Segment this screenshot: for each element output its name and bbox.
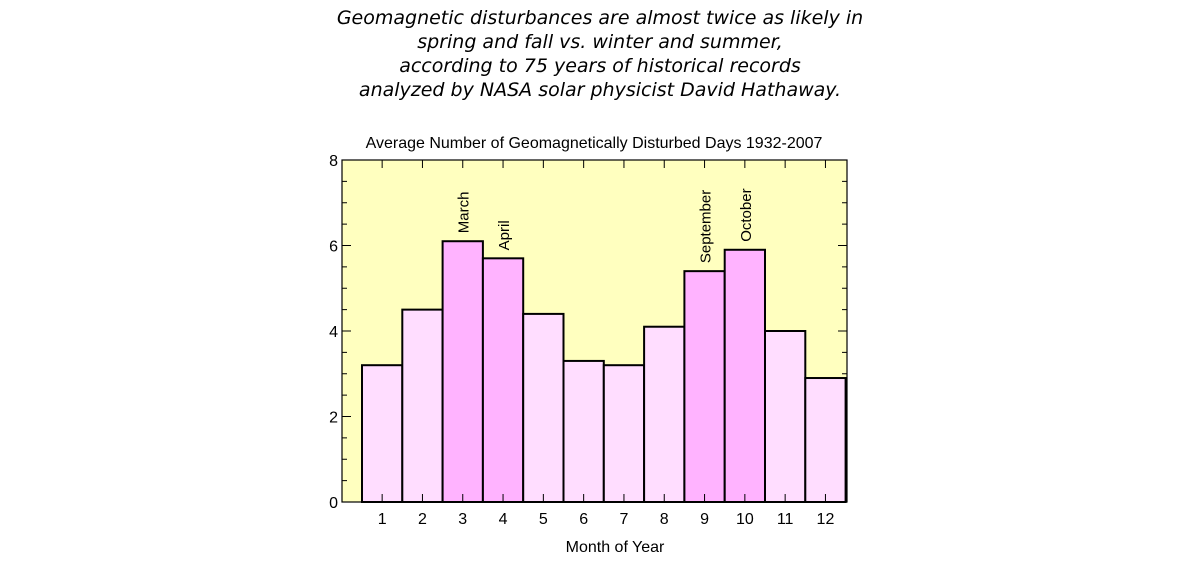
x-tick-label: 2 — [418, 511, 427, 528]
bar-month-12 — [804, 377, 847, 503]
x-tick-label: 8 — [660, 511, 669, 528]
x-tick-label: 4 — [499, 511, 508, 528]
y-tick-label: 6 — [329, 239, 338, 256]
bar-month-6 — [562, 359, 605, 503]
x-tick-label: 10 — [736, 511, 754, 528]
bar-label: October — [738, 188, 755, 241]
headline-line: spring and fall vs. winter and summer, — [417, 31, 783, 53]
bar-month-11 — [764, 330, 807, 503]
x-axis-label: Month of Year — [566, 539, 665, 556]
chart-title: Average Number of Geomagnetically Distur… — [366, 135, 823, 152]
bar-label: March — [456, 192, 473, 234]
y-tick-label: 2 — [329, 410, 338, 427]
bar-label: September — [698, 190, 715, 263]
x-tick-label: 7 — [619, 511, 628, 528]
bar-month-7 — [602, 364, 646, 504]
bar-month-9 — [683, 270, 726, 503]
bar-month-8 — [643, 325, 686, 503]
y-tick-label: 0 — [329, 495, 338, 512]
plot-frame — [341, 159, 848, 503]
bar-labels: March April September October — [456, 188, 755, 263]
x-tick-label: 11 — [777, 511, 794, 528]
headline: Geomagnetic disturbances are almost twic… — [300, 6, 900, 102]
x-tick-label: 1 — [378, 511, 387, 528]
bars — [361, 240, 847, 504]
bar-month-5 — [522, 312, 565, 503]
headline-line: according to 75 years of historical reco… — [399, 55, 801, 77]
x-tick-label: 12 — [817, 511, 835, 528]
x-tick-label: 9 — [700, 511, 709, 528]
x-tick-label: 3 — [458, 511, 467, 528]
bar-label: April — [496, 220, 513, 250]
y-axis: 0 2 4 6 8 — [329, 153, 338, 512]
x-tick-label: 5 — [539, 511, 548, 528]
bar-month-1 — [361, 364, 404, 504]
bar-month-10 — [723, 248, 767, 503]
y-tick-label: 4 — [329, 324, 338, 341]
headline-line: Geomagnetic disturbances are almost twic… — [336, 7, 864, 29]
bar-month-4 — [481, 257, 525, 504]
x-tick-label: 6 — [579, 511, 588, 528]
bar-month-2 — [401, 308, 444, 503]
bar-month-3 — [441, 240, 484, 503]
x-axis: 1 2 3 4 5 6 7 8 9 10 11 12 — [378, 160, 835, 528]
headline-line: analyzed by NASA solar physicist David H… — [358, 79, 842, 101]
y-tick-label: 8 — [329, 153, 338, 170]
